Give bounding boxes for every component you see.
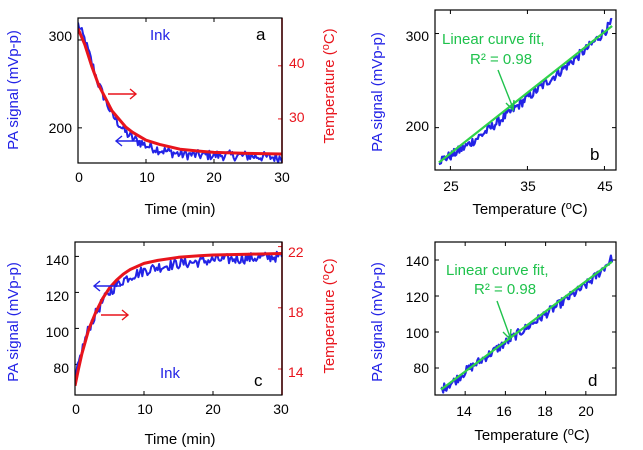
panel-c-letter: c [254, 371, 263, 390]
panel-c-xtick: 20 [205, 401, 221, 417]
panel-b-xtick: 35 [520, 178, 536, 194]
panel-b-fit-line [438, 25, 613, 164]
panel-b-plot-area [435, 10, 616, 170]
panel-c-ytick: 100 [46, 324, 70, 340]
panel-d-ytick: 100 [406, 325, 430, 341]
panel-d-letter: d [588, 371, 597, 390]
panel-d-annotation-line2: R² = 0.98 [474, 281, 536, 298]
panel-c-ylabel: PA signal (mVp-p) [5, 262, 22, 382]
panel-a-xtick: 10 [139, 169, 155, 185]
panel-b-axes-box [434, 9, 617, 171]
panel-c-ytick: 80 [53, 360, 69, 376]
panel-d-annotation-line1: Linear curve fit, [446, 262, 549, 279]
panel-d-xlabel: Temperature (oC) [474, 426, 589, 444]
panel-a-y2tick: 30 [289, 109, 305, 125]
panel-c-signal-line [75, 250, 282, 381]
panel-d-xtick: 14 [456, 403, 472, 419]
panel-a-ytick: 300 [49, 28, 73, 44]
panel-d-ytick: 120 [406, 289, 430, 305]
panel-a-temp-arrow [108, 88, 138, 100]
panel-d-fit-line [440, 260, 613, 391]
panel-c-y2tick: 14 [288, 364, 304, 380]
panel-a-xtick: 20 [206, 169, 222, 185]
panel-c-ytick: 120 [46, 288, 70, 304]
panel-b-xtick: 45 [597, 178, 613, 194]
panel-d-plot-area [435, 242, 616, 395]
panel-d-axes-box [434, 241, 617, 396]
panel-b: 25 35 45 200 300 Temperature (oC) PA sig… [369, 9, 617, 218]
panel-a-y2label: Temperature (oC) [320, 28, 338, 143]
panel-a-temperature-line [78, 28, 282, 156]
panel-c-annotation: Ink [160, 365, 181, 382]
panel-a-letter: a [256, 25, 266, 44]
panel-d-annotation-arrow [496, 300, 512, 341]
panel-a-signal-arrow [114, 135, 143, 147]
panel-b-ytick: 200 [406, 118, 430, 134]
panel-b-annotation-arrow [497, 69, 515, 112]
panel-c-xtick: 30 [273, 401, 289, 417]
panel-a-ylabel: PA signal (mVp-p) [5, 30, 22, 150]
panel-c-y2tick: 22 [288, 244, 304, 260]
panel-c-signal-arrow [92, 280, 121, 292]
panel-b-xlabel: Temperature (oC) [472, 200, 587, 218]
panel-b-annotation-line2: R² = 0.98 [470, 51, 532, 68]
panel-c-ytick: 140 [46, 252, 70, 268]
panel-a-xlabel: Time (min) [144, 201, 215, 218]
panel-a-y2tick: 40 [289, 55, 305, 71]
panel-c-xlabel: Time (min) [144, 431, 215, 448]
panel-a-signal-line [78, 22, 282, 163]
panel-a-plot-area [77, 18, 283, 163]
panel-a-axes-box [77, 17, 283, 164]
panel-a-ytick: 200 [49, 120, 73, 136]
panel-b-annotation-line1: Linear curve fit, [442, 31, 545, 48]
panel-d: 14 16 18 20 80 100 120 140 Temperature (… [369, 241, 617, 444]
panel-a-xtick: 0 [75, 169, 83, 185]
panel-b-data-line [438, 17, 613, 166]
panel-c-y2tick: 18 [288, 304, 304, 320]
panel-a: 0 10 20 30 200 300 30 40 Time (min) PA s… [5, 17, 338, 218]
panel-d-xtick: 20 [578, 403, 594, 419]
panel-b-letter: b [590, 145, 599, 164]
panel-c-xtick: 10 [137, 401, 153, 417]
panel-d-xtick: 18 [537, 403, 553, 419]
panel-b-ytick: 300 [406, 28, 430, 44]
panel-c-axes-box [74, 241, 283, 396]
panel-d-ytick: 80 [413, 360, 429, 376]
panel-d-ytick: 140 [406, 253, 430, 269]
panel-c: 0 10 20 30 80 100 120 140 14 18 22 Time … [5, 241, 338, 448]
panel-d-ylabel: PA signal (mVp-p) [369, 262, 386, 382]
panel-a-annotation: Ink [150, 27, 171, 44]
panel-c-y2label: Temperature (oC) [320, 258, 338, 373]
panel-a-xtick: 30 [274, 169, 290, 185]
panel-d-xtick: 16 [496, 403, 512, 419]
panel-c-temp-arrow [101, 309, 130, 321]
panel-c-xtick: 0 [72, 401, 80, 417]
panel-b-ylabel: PA signal (mVp-p) [369, 32, 386, 152]
panel-b-xtick: 25 [443, 178, 459, 194]
